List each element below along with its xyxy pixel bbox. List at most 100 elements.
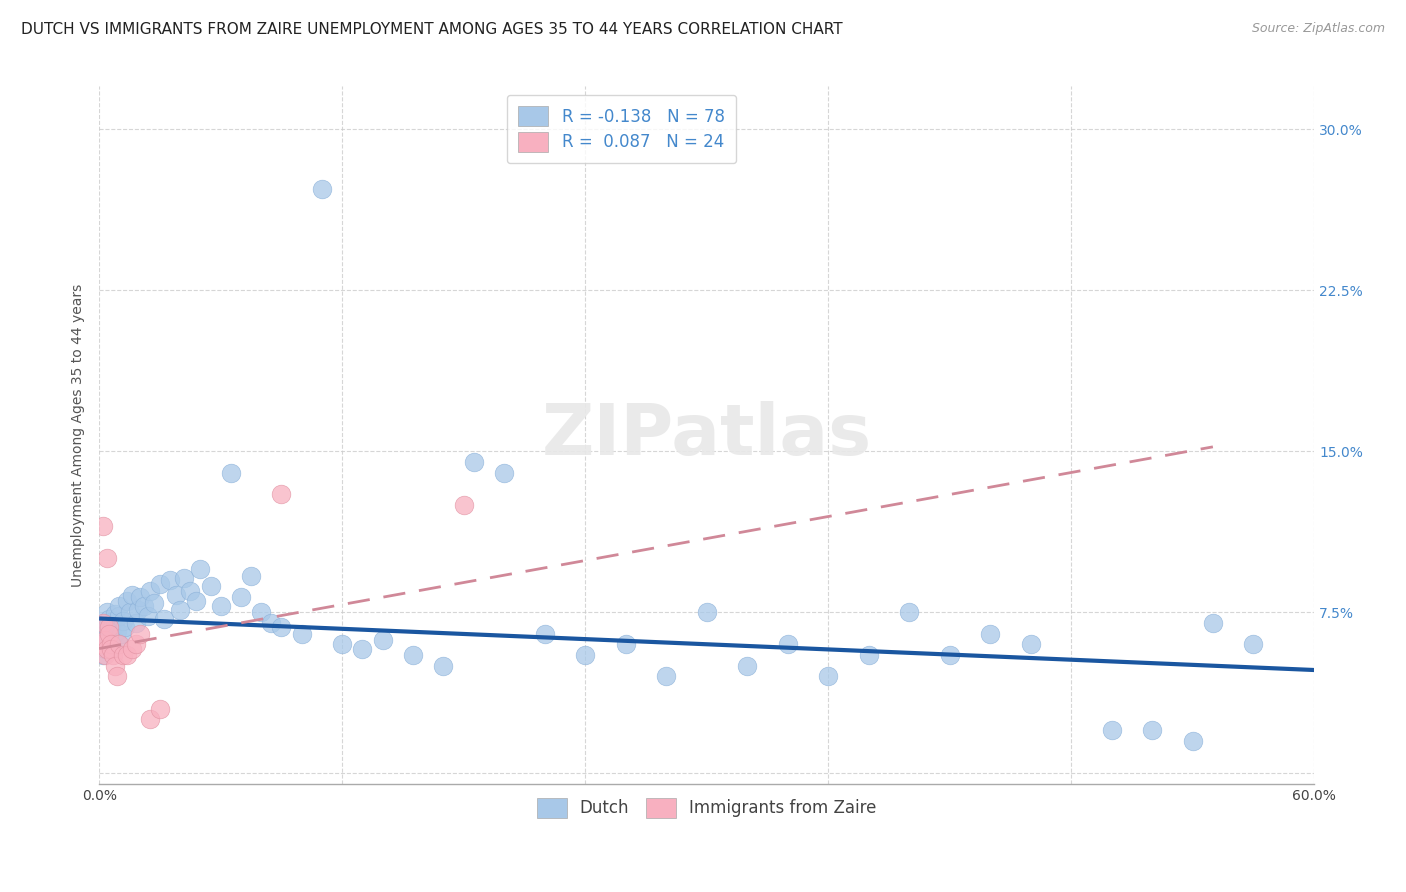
- Point: [139, 712, 162, 726]
- Point: [110, 626, 132, 640]
- Point: [91, 615, 114, 630]
- Point: [179, 583, 201, 598]
- Point: [96, 605, 118, 619]
- Point: [776, 637, 799, 651]
- Point: [858, 648, 880, 662]
- Point: [121, 641, 143, 656]
- Point: [1181, 734, 1204, 748]
- Point: [371, 632, 394, 647]
- Point: [105, 669, 128, 683]
- Point: [250, 605, 273, 619]
- Point: [1101, 723, 1123, 737]
- Point: [898, 605, 921, 619]
- Point: [91, 648, 114, 662]
- Point: [1202, 615, 1225, 630]
- Point: [108, 599, 131, 613]
- Point: [114, 620, 136, 634]
- Point: [105, 624, 128, 639]
- Point: [159, 573, 181, 587]
- Point: [91, 519, 114, 533]
- Legend: Dutch, Immigrants from Zaire: Dutch, Immigrants from Zaire: [530, 791, 883, 824]
- Point: [90, 637, 112, 651]
- Point: [979, 626, 1001, 640]
- Point: [1140, 723, 1163, 737]
- Point: [98, 611, 121, 625]
- Point: [463, 455, 485, 469]
- Point: [98, 631, 121, 645]
- Point: [108, 637, 131, 651]
- Point: [696, 605, 718, 619]
- Text: DUTCH VS IMMIGRANTS FROM ZAIRE UNEMPLOYMENT AMONG AGES 35 TO 44 YEARS CORRELATIO: DUTCH VS IMMIGRANTS FROM ZAIRE UNEMPLOYM…: [21, 22, 842, 37]
- Point: [574, 648, 596, 662]
- Point: [209, 599, 232, 613]
- Point: [100, 622, 122, 636]
- Point: [96, 632, 118, 647]
- Point: [124, 637, 146, 651]
- Point: [96, 620, 118, 634]
- Y-axis label: Unemployment Among Ages 35 to 44 years: Unemployment Among Ages 35 to 44 years: [72, 284, 86, 587]
- Point: [169, 603, 191, 617]
- Point: [494, 466, 516, 480]
- Point: [94, 632, 117, 647]
- Point: [735, 658, 758, 673]
- Point: [100, 637, 122, 651]
- Point: [614, 637, 637, 651]
- Point: [432, 658, 454, 673]
- Point: [200, 579, 222, 593]
- Point: [128, 626, 150, 640]
- Point: [104, 658, 127, 673]
- Point: [330, 637, 353, 651]
- Point: [142, 597, 165, 611]
- Point: [103, 614, 125, 628]
- Point: [112, 648, 135, 662]
- Point: [1241, 637, 1264, 651]
- Point: [127, 603, 149, 617]
- Point: [124, 615, 146, 630]
- Point: [90, 637, 112, 651]
- Point: [105, 635, 128, 649]
- Point: [118, 605, 141, 619]
- Point: [240, 568, 263, 582]
- Point: [149, 701, 172, 715]
- Point: [98, 620, 121, 634]
- Point: [190, 562, 212, 576]
- Point: [311, 182, 333, 196]
- Point: [1019, 637, 1042, 651]
- Point: [655, 669, 678, 683]
- Point: [94, 641, 117, 656]
- Point: [149, 577, 172, 591]
- Point: [260, 615, 283, 630]
- Point: [186, 594, 208, 608]
- Point: [165, 588, 187, 602]
- Text: ZIPatlas: ZIPatlas: [541, 401, 872, 469]
- Point: [103, 648, 125, 662]
- Point: [96, 551, 118, 566]
- Point: [453, 498, 475, 512]
- Point: [219, 466, 242, 480]
- Point: [402, 648, 425, 662]
- Point: [136, 609, 159, 624]
- Point: [128, 590, 150, 604]
- Point: [270, 620, 292, 634]
- Point: [100, 641, 122, 656]
- Point: [104, 618, 127, 632]
- Point: [104, 607, 127, 622]
- Point: [132, 599, 155, 613]
- Text: Source: ZipAtlas.com: Source: ZipAtlas.com: [1251, 22, 1385, 36]
- Point: [938, 648, 960, 662]
- Point: [173, 571, 195, 585]
- Point: [291, 626, 314, 640]
- Point: [117, 648, 139, 662]
- Point: [108, 609, 131, 624]
- Point: [112, 614, 135, 628]
- Point: [100, 641, 122, 656]
- Point: [270, 487, 292, 501]
- Point: [94, 648, 117, 662]
- Point: [96, 641, 118, 656]
- Point: [117, 594, 139, 608]
- Point: [153, 611, 176, 625]
- Point: [352, 641, 374, 656]
- Point: [229, 590, 252, 604]
- Point: [817, 669, 839, 683]
- Point: [98, 626, 121, 640]
